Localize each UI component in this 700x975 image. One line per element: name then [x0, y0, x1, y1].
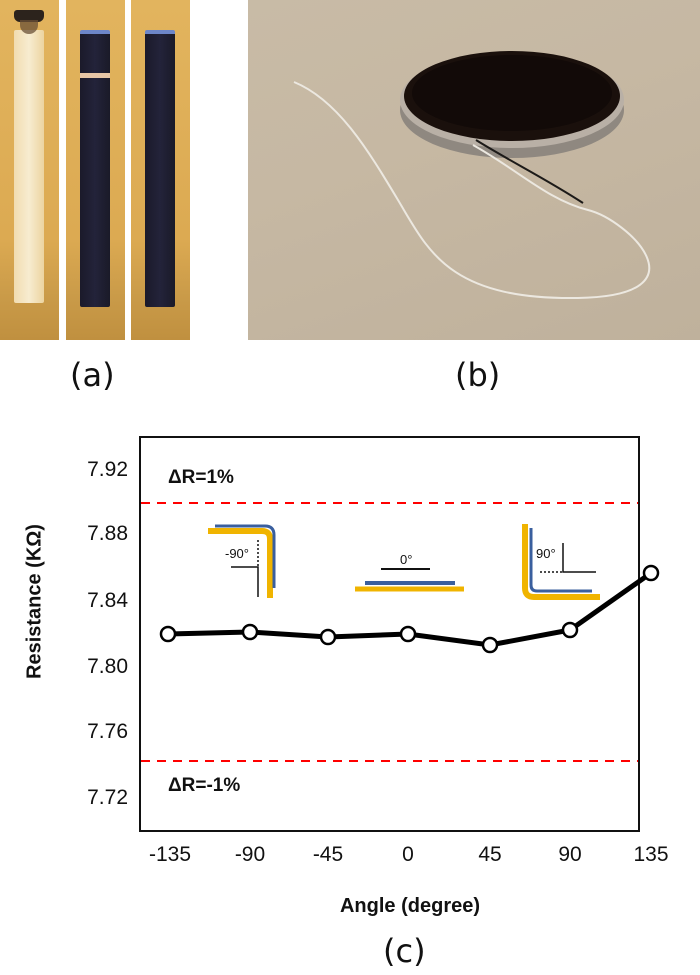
data-point	[399, 625, 417, 643]
x-tick: -90	[234, 843, 266, 866]
data-point	[241, 623, 259, 641]
inset-label-0: 0°	[400, 552, 413, 567]
photo-tubes	[0, 0, 190, 340]
x-tick: 0	[402, 843, 414, 866]
data-point	[319, 628, 337, 646]
data-point	[159, 625, 177, 643]
tube-panel-2	[66, 0, 125, 340]
y-tick: 7.84	[87, 589, 128, 612]
x-axis-title: Angle (degree)	[339, 895, 481, 917]
y-tick: 7.76	[87, 720, 128, 743]
inset-bend-minus90-icon	[208, 524, 276, 598]
inset-bend-90-icon	[522, 524, 600, 600]
x-tick: 135	[633, 843, 669, 866]
inset-label-minus90: -90°	[225, 546, 249, 561]
data-point	[561, 621, 579, 639]
y-tick: 7.92	[87, 458, 128, 481]
panel-label-c: (c)	[383, 932, 426, 970]
y-tick: 7.88	[87, 522, 128, 545]
inset-label-90: 90°	[536, 546, 556, 561]
x-tick: -45	[312, 843, 344, 866]
panel-label-a: (a)	[70, 356, 115, 394]
empty-tube	[14, 10, 44, 303]
spool-illustration	[293, 51, 651, 300]
data-point	[481, 636, 499, 654]
filled-tube	[145, 30, 175, 307]
tube-panel-3	[131, 0, 190, 340]
filled-tube	[80, 30, 110, 307]
ref-label-lower: ΔR=-1%	[168, 775, 241, 796]
inset-flat-0-icon	[355, 568, 464, 592]
y-tick: 7.80	[87, 655, 128, 678]
plot-area	[139, 436, 640, 832]
x-tick: 45	[478, 843, 502, 866]
x-tick: -135	[148, 843, 192, 866]
x-tick: 90	[558, 843, 582, 866]
ref-label-upper: ΔR=1%	[168, 467, 234, 488]
photo-fiber-spool	[248, 0, 700, 340]
panel-label-b: (b)	[455, 356, 501, 394]
data-point	[642, 564, 660, 582]
y-tick: 7.72	[87, 786, 128, 809]
tube-panel-1	[0, 0, 59, 340]
data-markers	[159, 564, 660, 654]
